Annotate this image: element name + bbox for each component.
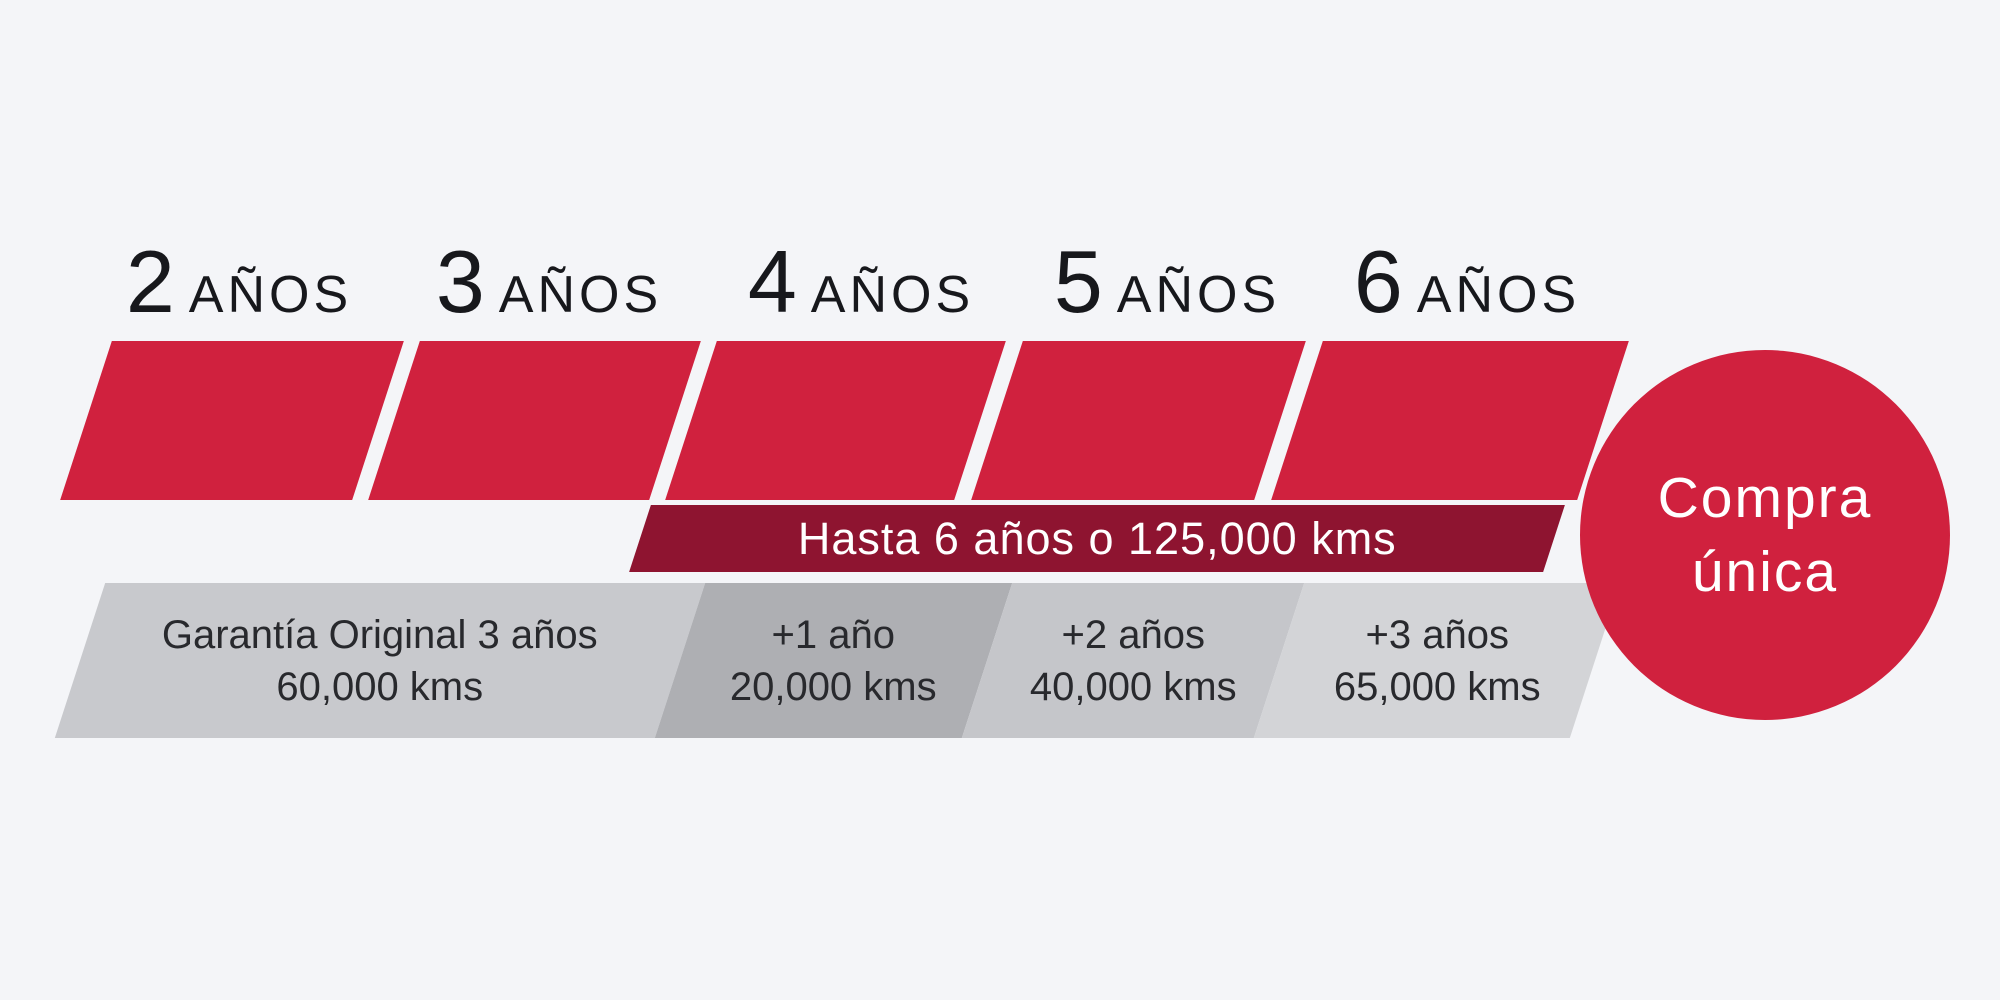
segment-text: +2 años 40,000 kms — [1030, 609, 1237, 713]
segment-text: Garantía Original 3 años 60,000 kms — [162, 609, 598, 713]
banner-text: Hasta 6 años o 125,000 kms — [797, 512, 1397, 564]
badge-line-2: única — [1691, 540, 1839, 604]
segment-text: +3 años 65,000 kms — [1334, 609, 1541, 713]
gray-segment-original-warranty: Garantía Original 3 años 60,000 kms — [54, 583, 706, 738]
year-number: 2 — [125, 232, 175, 331]
year-unit: AÑOS — [1416, 266, 1581, 324]
segment-line-2: 20,000 kms — [730, 664, 937, 709]
year-label-6: 6 AÑOS — [1267, 232, 1667, 332]
segment-line-2: 40,000 kms — [1029, 664, 1237, 709]
year-number: 6 — [1353, 232, 1403, 331]
segment-line-1: +2 años — [1061, 612, 1205, 657]
gray-segment-plus-2-years: +2 años 40,000 kms — [961, 583, 1305, 738]
year-label-2: 2 AÑOS — [39, 232, 439, 332]
year-label-4: 4 AÑOS — [661, 232, 1061, 332]
year-number: 3 — [435, 232, 485, 331]
single-purchase-badge: Compra única — [1580, 350, 1950, 720]
segment-line-2: 65,000 kms — [1333, 664, 1541, 709]
red-segment-year-5 — [971, 341, 1306, 500]
year-number: 4 — [747, 232, 797, 331]
extended-warranty-banner: Hasta 6 años o 125,000 kms — [629, 505, 1565, 572]
segment-line-2: 60,000 kms — [276, 664, 484, 709]
badge-line-1: Compra — [1657, 466, 1873, 530]
year-unit: AÑOS — [498, 266, 663, 324]
segment-text: +1 año 20,000 kms — [730, 609, 937, 713]
red-segment-year-6 — [1271, 341, 1629, 500]
year-unit: AÑOS — [810, 266, 975, 324]
gray-segment-plus-3-years: +3 años 65,000 kms — [1253, 583, 1621, 738]
red-segment-year-4 — [665, 341, 1006, 500]
year-label-5: 5 AÑOS — [967, 232, 1367, 332]
gray-segment-plus-1-year: +1 año 20,000 kms — [654, 583, 1013, 738]
segment-line-1: +3 años — [1365, 612, 1509, 657]
segment-line-1: +1 año — [771, 612, 896, 657]
red-segment-year-3 — [368, 341, 701, 500]
year-label-3: 3 AÑOS — [349, 232, 749, 332]
red-segment-year-2 — [60, 341, 404, 500]
year-number: 5 — [1053, 232, 1103, 331]
year-unit: AÑOS — [1116, 266, 1281, 324]
segment-line-1: Garantía Original 3 años — [162, 612, 598, 657]
year-unit: AÑOS — [188, 266, 353, 324]
